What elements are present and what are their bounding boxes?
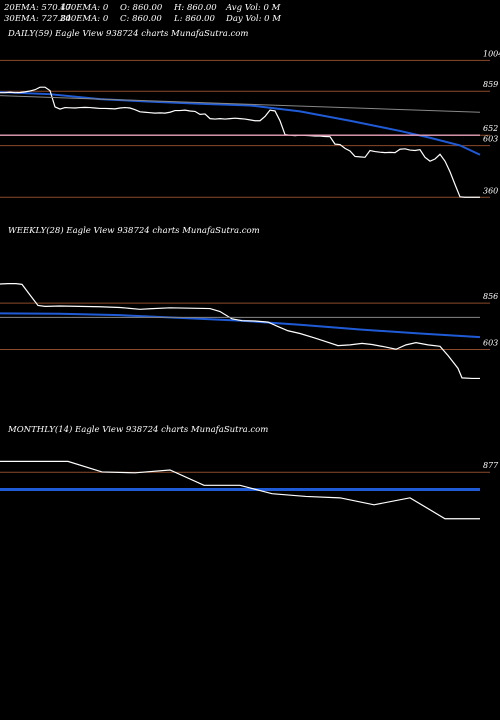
monthly-price-line	[0, 460, 480, 520]
monthly-panel-label: MONTHLY(14) Eagle View 938724 charts Mun…	[8, 425, 269, 435]
weekly-level-label: 603	[483, 338, 498, 347]
header-close: C: 860.00	[120, 14, 162, 24]
daily-level-label: 652	[483, 124, 498, 133]
header-low: L: 860.00	[174, 14, 215, 24]
daily-level-label: 603	[483, 135, 498, 144]
header-high: H: 860.00	[174, 3, 217, 13]
daily-level-label: 1004	[483, 49, 500, 58]
daily-panel-label: DAILY(59) Eagle View 938724 charts Munaf…	[8, 29, 249, 39]
header-open: O: 860.00	[120, 3, 163, 13]
header-200ema: 200EMA: 0	[60, 14, 109, 24]
daily-ma-line-grey	[0, 95, 481, 113]
weekly-price-line	[0, 283, 480, 380]
monthly-level-label: 877	[483, 461, 499, 470]
header-day-vol: Day Vol: 0 M	[226, 14, 281, 24]
daily-price-line	[0, 86, 480, 198]
daily-level-label: 360	[483, 186, 498, 195]
header-20ema: 20EMA: 570.47	[4, 3, 72, 13]
daily-ema-line	[0, 91, 481, 156]
daily-level-label: 859	[483, 80, 498, 89]
header-avg-vol: Avg Vol: 0 M	[226, 3, 281, 13]
header-100ema: 100EMA: 0	[60, 3, 109, 13]
weekly-level-label: 856	[483, 292, 498, 301]
weekly-panel-label: WEEKLY(28) Eagle View 938724 charts Muna…	[8, 226, 260, 236]
header-30ema: 30EMA: 727.84	[4, 14, 72, 24]
